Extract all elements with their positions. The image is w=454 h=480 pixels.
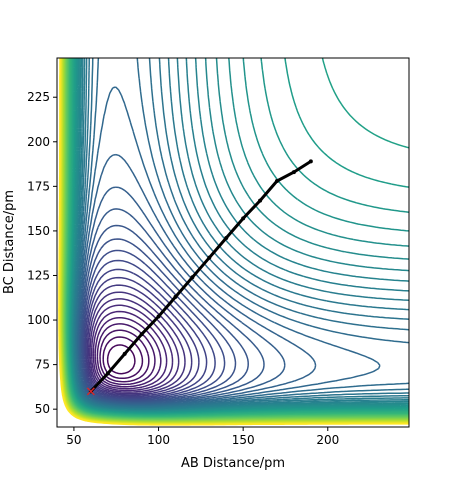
trajectory-point bbox=[275, 179, 279, 183]
y-axis-label: BC Distance/pm bbox=[2, 190, 17, 294]
trajectory-point bbox=[190, 275, 195, 280]
y-ticks: 50 75 100 125 150 175 200 225 bbox=[27, 90, 57, 416]
y-tick-label: 75 bbox=[35, 358, 50, 372]
contour-level bbox=[85, 276, 200, 398]
contour-level bbox=[96, 323, 156, 386]
trajectory-point bbox=[207, 255, 212, 260]
trajectory-point bbox=[156, 314, 161, 319]
contour-level bbox=[84, 268, 208, 399]
plot-frame bbox=[56, 57, 410, 428]
contour-level bbox=[82, 249, 226, 401]
contour-level bbox=[80, 224, 249, 403]
trajectory-point bbox=[241, 216, 246, 221]
trajectory-point bbox=[173, 294, 178, 299]
contour-level bbox=[94, 316, 162, 388]
trajectory-point bbox=[224, 236, 229, 241]
x-axis-label: AB Distance/pm bbox=[181, 456, 285, 471]
y-tick-label: 50 bbox=[35, 402, 50, 416]
contour-level bbox=[90, 304, 174, 392]
x-tick-label: 200 bbox=[316, 433, 339, 447]
contour-level bbox=[102, 336, 144, 380]
contour-level bbox=[87, 291, 186, 395]
trajectory-point bbox=[308, 159, 313, 164]
x-tick-label: 100 bbox=[147, 433, 170, 447]
trajectory-line bbox=[89, 159, 313, 393]
contour-lines bbox=[58, 58, 409, 426]
trajectory-point bbox=[291, 170, 296, 175]
y-tick-label: 225 bbox=[27, 90, 50, 104]
contour-level bbox=[99, 329, 150, 383]
contour-level bbox=[81, 238, 237, 402]
y-tick-label: 200 bbox=[27, 135, 50, 149]
start-marker bbox=[86, 387, 95, 396]
y-tick-label: 175 bbox=[27, 179, 50, 193]
x-tick-label: 50 bbox=[66, 433, 81, 447]
y-tick-label: 150 bbox=[27, 224, 50, 238]
x-tick-label: 150 bbox=[232, 433, 255, 447]
contour-level bbox=[58, 58, 409, 426]
contour-level bbox=[78, 186, 286, 405]
trajectory-point bbox=[105, 371, 110, 376]
y-tick-label: 100 bbox=[27, 313, 50, 327]
contour-level bbox=[92, 310, 168, 390]
contour-level bbox=[77, 153, 317, 406]
x-ticks: 50 100 150 200 bbox=[66, 427, 339, 447]
contour-level bbox=[106, 344, 136, 375]
y-tick-label: 125 bbox=[27, 268, 50, 282]
contour-level bbox=[86, 284, 193, 396]
contour-level bbox=[77, 86, 381, 406]
trajectory-point bbox=[139, 332, 144, 337]
contour-level bbox=[89, 298, 180, 393]
trajectory-point bbox=[258, 198, 263, 203]
trajectory-point bbox=[122, 351, 127, 356]
series-layer bbox=[86, 159, 313, 396]
